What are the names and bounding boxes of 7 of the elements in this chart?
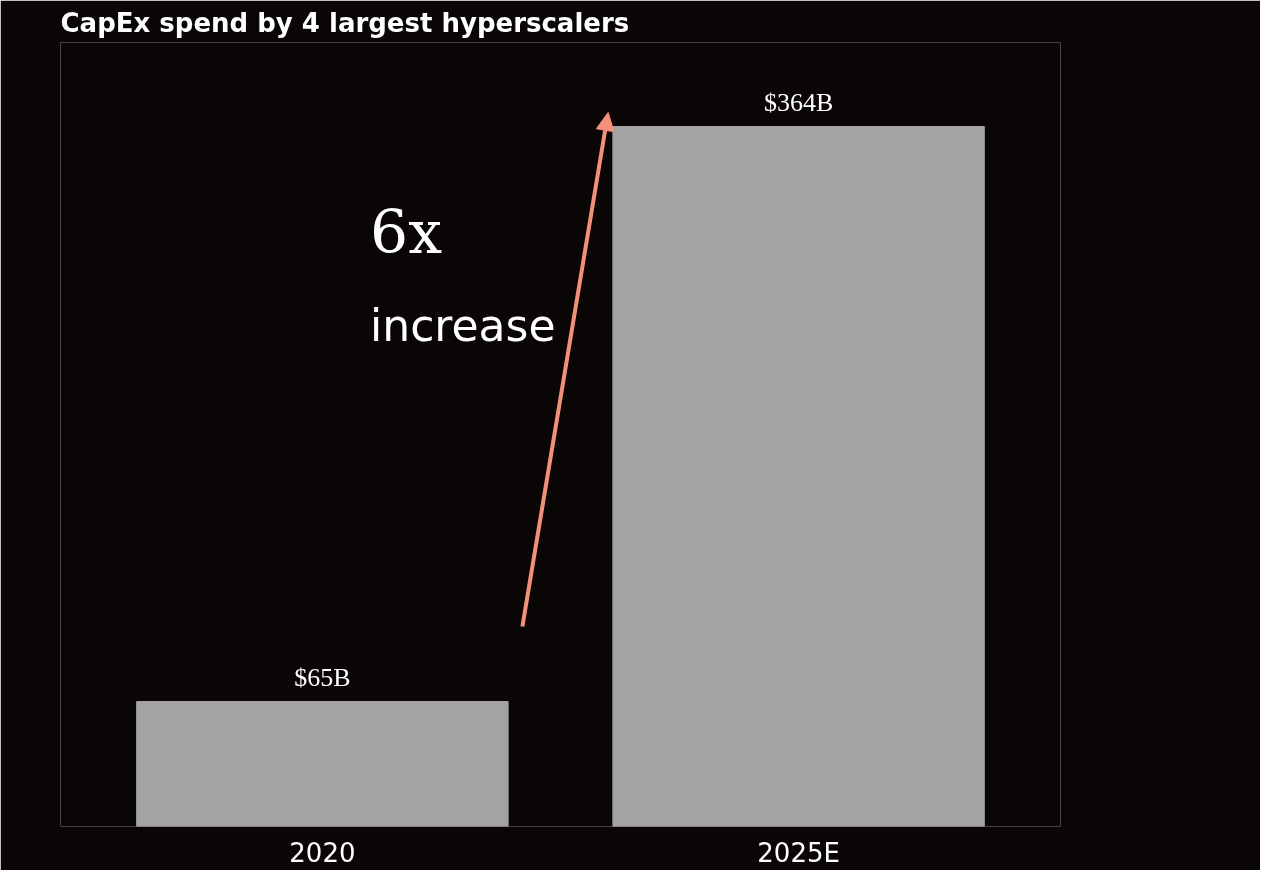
x-tick-label: 2025E bbox=[757, 837, 840, 868]
x-tick-label: 2020 bbox=[289, 837, 356, 868]
annotation: 6x bbox=[370, 196, 443, 267]
data-label: $65B bbox=[294, 662, 351, 692]
data-label: $364B bbox=[763, 87, 834, 117]
annotation: increase bbox=[370, 299, 556, 351]
chart-title: CapEx spend by 4 largest hyperscalers bbox=[60, 7, 630, 38]
